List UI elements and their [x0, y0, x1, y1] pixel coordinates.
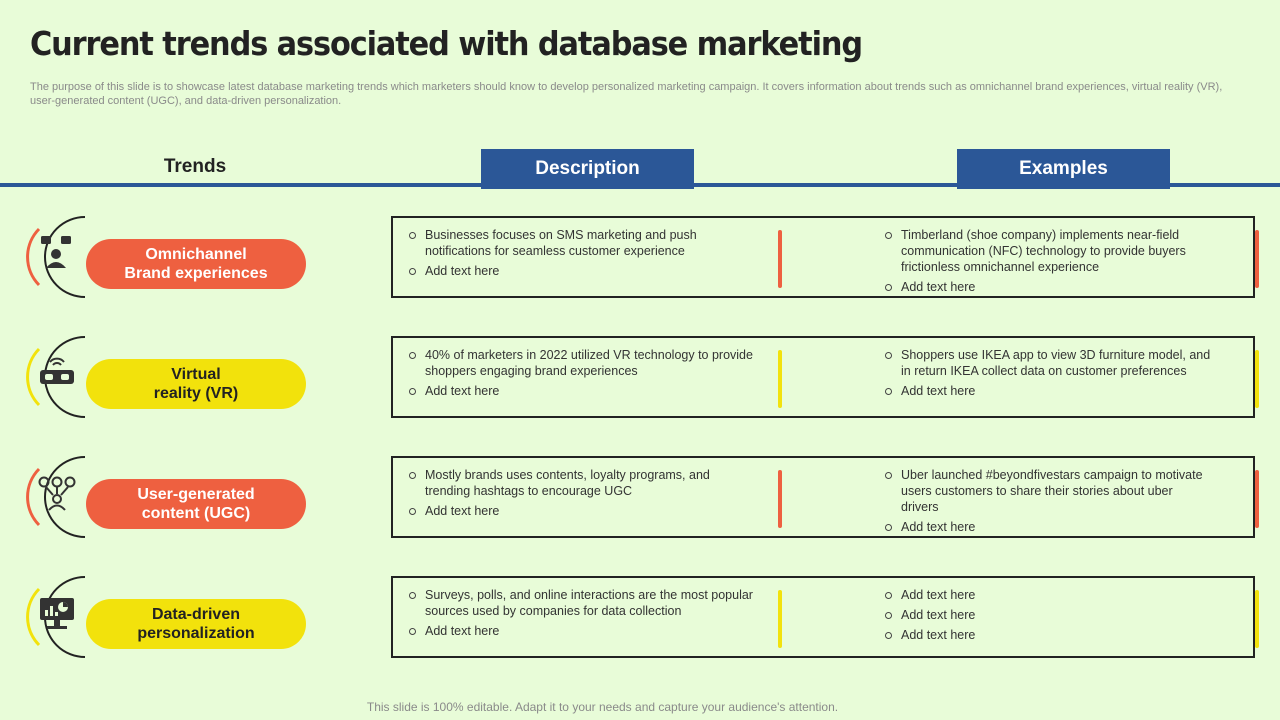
trend-content-box: Businesses focuses on SMS marketing and …	[391, 216, 1259, 299]
trend-row-ugc: User-generated content (UGC) Mostly bran…	[0, 456, 1280, 546]
list-item: Timberland (shoe company) implements nea…	[883, 227, 1213, 275]
page-title: Current trends associated with database …	[30, 24, 863, 63]
description-list: 40% of marketers in 2022 utilized VR tec…	[407, 347, 757, 403]
description-list: Businesses focuses on SMS marketing and …	[407, 227, 757, 283]
footer-note: This slide is 100% editable. Adapt it to…	[0, 700, 1280, 714]
accent-bar	[778, 230, 782, 288]
description-header: Description	[481, 149, 694, 189]
description-list: Mostly brands uses contents, loyalty pro…	[407, 467, 757, 523]
list-item: Add text here	[407, 383, 757, 399]
accent-bar	[1255, 590, 1259, 648]
trend-content-box: 40% of marketers in 2022 utilized VR tec…	[391, 336, 1259, 418]
list-item: 40% of marketers in 2022 utilized VR tec…	[407, 347, 757, 379]
list-item: Mostly brands uses contents, loyalty pro…	[407, 467, 757, 499]
list-item: Add text here	[883, 279, 1213, 295]
accent-bar	[1255, 350, 1259, 408]
accent-bar	[1255, 470, 1259, 528]
list-item: Businesses focuses on SMS marketing and …	[407, 227, 757, 259]
examples-list: Uber launched #beyondfivestars campaign …	[883, 467, 1213, 539]
trend-row-vr: Virtual reality (VR) 40% of marketers in…	[0, 336, 1280, 426]
trend-label: Data-driven personalization	[86, 599, 306, 649]
accent-bar	[778, 470, 782, 528]
list-item: Add text here	[883, 607, 1213, 623]
trend-content-box: Surveys, polls, and online interactions …	[391, 576, 1259, 658]
trend-content-box: Mostly brands uses contents, loyalty pro…	[391, 456, 1259, 539]
trend-row-omnichannel: Omnichannel Brand experiences Businesses…	[0, 216, 1280, 306]
trend-label: User-generated content (UGC)	[86, 479, 306, 529]
examples-list: Add text here Add text here Add text her…	[883, 587, 1213, 647]
list-item: Add text here	[883, 587, 1213, 603]
examples-list: Shoppers use IKEA app to view 3D furnitu…	[883, 347, 1213, 403]
trend-icon-circle	[25, 576, 86, 658]
list-item: Surveys, polls, and online interactions …	[407, 587, 757, 619]
trend-icon-circle	[25, 456, 86, 538]
people-chat-icon	[41, 236, 71, 268]
list-item: Add text here	[883, 519, 1213, 535]
examples-list: Timberland (shoe company) implements nea…	[883, 227, 1213, 299]
trends-header: Trends	[163, 156, 227, 177]
page-subtitle: The purpose of this slide is to showcase…	[30, 81, 1223, 107]
user-network-icon	[38, 476, 76, 511]
list-item: Uber launched #beyondfivestars campaign …	[883, 467, 1213, 515]
list-item: Add text here	[883, 627, 1213, 643]
trend-icon-circle	[25, 216, 86, 298]
accent-bar	[1255, 230, 1259, 288]
examples-header: Examples	[957, 149, 1170, 189]
list-item: Add text here	[407, 623, 757, 639]
trend-icon-circle	[25, 336, 86, 418]
accent-bar	[778, 590, 782, 648]
trend-row-data-driven: Data-driven personalization Surveys, pol…	[0, 576, 1280, 666]
monitor-dashboard-icon	[40, 598, 74, 629]
list-item: Add text here	[407, 263, 757, 279]
list-item: Shoppers use IKEA app to view 3D furnitu…	[883, 347, 1213, 379]
vr-headset-icon	[40, 357, 74, 384]
list-item: Add text here	[407, 503, 757, 519]
description-list: Surveys, polls, and online interactions …	[407, 587, 757, 643]
footer-text: This slide is 100% editable. Adapt it to…	[366, 700, 839, 714]
trend-label: Virtual reality (VR)	[86, 359, 306, 409]
list-item: Add text here	[883, 383, 1213, 399]
accent-bar	[778, 350, 782, 408]
trend-label: Omnichannel Brand experiences	[86, 239, 306, 289]
